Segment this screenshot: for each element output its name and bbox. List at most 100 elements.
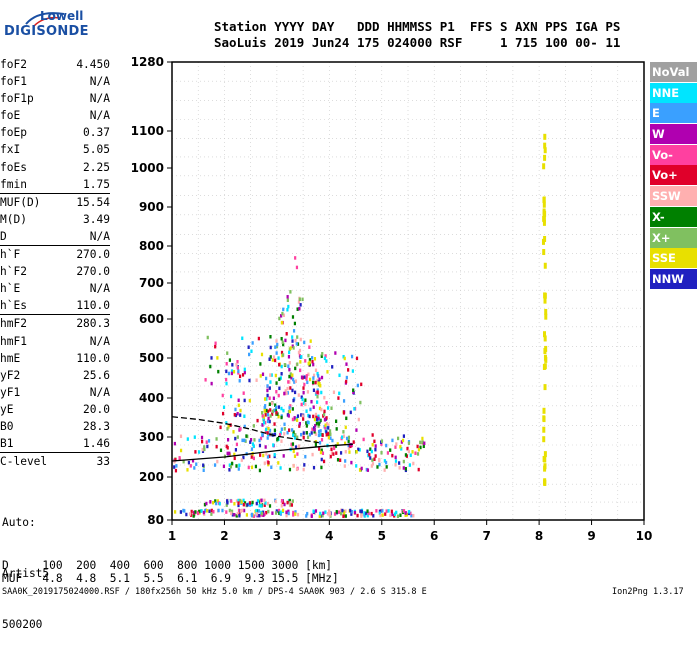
echo-point xyxy=(258,503,261,508)
echo-point xyxy=(318,447,321,451)
header-labels: Station YYYY DAY DDD HHMMSS P1 FFS S AXN… xyxy=(214,19,621,34)
echo-point xyxy=(314,412,318,417)
echo-point xyxy=(208,509,211,513)
echo-point xyxy=(250,512,254,517)
echo-point xyxy=(360,466,363,471)
echo-point xyxy=(339,451,343,455)
echo-point xyxy=(242,498,245,503)
echo-point xyxy=(255,512,258,516)
echo-point xyxy=(308,377,312,382)
echo-point xyxy=(373,457,376,461)
echo-point xyxy=(342,430,345,434)
echo-point xyxy=(262,513,265,517)
echo-point xyxy=(291,445,294,450)
echo-point xyxy=(329,454,332,459)
echo-point xyxy=(192,514,195,518)
echo-point xyxy=(271,412,274,416)
echo-point xyxy=(281,311,284,316)
logo-swoosh-icon xyxy=(25,12,65,27)
echo-point xyxy=(294,379,298,383)
echo-point xyxy=(302,390,305,395)
echo-point xyxy=(281,340,284,344)
echo-point xyxy=(320,390,323,395)
echo-point xyxy=(399,513,402,517)
legend-item-x-: X- xyxy=(650,206,697,227)
echo-point xyxy=(370,464,373,468)
echo-point xyxy=(318,377,321,381)
echo-point xyxy=(404,511,407,515)
echo-point xyxy=(251,500,254,505)
echo-point xyxy=(316,388,319,392)
echo-point xyxy=(269,334,272,339)
echo-point xyxy=(317,424,320,428)
echo-point xyxy=(264,404,267,408)
echo-point xyxy=(316,394,319,399)
echo-point xyxy=(214,341,217,346)
echo-point xyxy=(274,373,277,378)
param-value: 1.75 xyxy=(83,177,110,191)
echo-point xyxy=(423,441,426,446)
echo-point xyxy=(193,435,196,439)
echo-point xyxy=(296,307,299,311)
echo-point xyxy=(275,344,279,349)
legend-item-nne: NNE xyxy=(650,82,697,103)
y-tick-label: 80 xyxy=(147,513,164,527)
echo-point xyxy=(226,451,229,456)
echo-point xyxy=(330,451,334,455)
echo-point xyxy=(293,380,296,384)
echo-point xyxy=(264,445,267,449)
param-name: h`F2 xyxy=(0,265,27,279)
echo-point xyxy=(258,443,262,448)
echo-point xyxy=(300,402,303,407)
echo-point xyxy=(333,512,337,516)
echo-point xyxy=(285,391,288,396)
echo-point xyxy=(318,381,321,386)
echo-point xyxy=(268,386,271,390)
echo-point xyxy=(296,418,299,422)
echo-point xyxy=(273,432,277,437)
echo-point xyxy=(269,408,272,412)
echo-point xyxy=(266,409,270,414)
param-row: MUF(D) 15.54 xyxy=(0,194,110,211)
echo-point xyxy=(319,433,322,437)
echo-point xyxy=(383,459,386,463)
echo-point xyxy=(283,391,286,396)
y-axis-ticks: 80 200 300 400 500 600 700 800 900 1000 1100 1280 xyxy=(131,55,172,527)
echo-point xyxy=(226,427,229,431)
echo-point xyxy=(313,430,316,434)
echo-point xyxy=(404,467,407,471)
echo-point xyxy=(325,430,328,434)
legend-item-e: E xyxy=(650,103,697,124)
echo-point xyxy=(414,451,417,455)
echo-point xyxy=(386,451,390,455)
echo-point xyxy=(260,511,264,516)
echo-point xyxy=(283,502,286,507)
echo-point xyxy=(336,442,339,446)
echo-point xyxy=(316,378,319,383)
echo-point xyxy=(298,306,301,311)
param-row: fmin 1.75 xyxy=(0,176,110,193)
echo-point xyxy=(288,380,291,384)
echo-point xyxy=(352,388,355,392)
echo-point xyxy=(203,502,207,507)
echo-point xyxy=(277,461,280,465)
echo-point xyxy=(290,442,293,447)
echo-point xyxy=(280,372,283,376)
echo-point xyxy=(378,511,381,516)
param-value: 3.49 xyxy=(83,212,110,226)
echo-point xyxy=(298,421,301,426)
echo-point xyxy=(283,427,286,431)
echo-point xyxy=(307,372,310,377)
echo-point xyxy=(237,403,240,408)
echo-point xyxy=(316,400,319,404)
echo-point xyxy=(266,431,269,435)
echo-point xyxy=(543,348,547,355)
param-row: hmF2 280.3 xyxy=(0,315,110,332)
echo-point xyxy=(275,509,278,513)
echo-point xyxy=(347,368,350,372)
echo-point xyxy=(268,428,272,433)
echo-point xyxy=(245,434,248,438)
param-name: C-level xyxy=(0,455,48,469)
echo-point xyxy=(258,438,261,443)
param-row: B0 28.3 xyxy=(0,418,110,435)
